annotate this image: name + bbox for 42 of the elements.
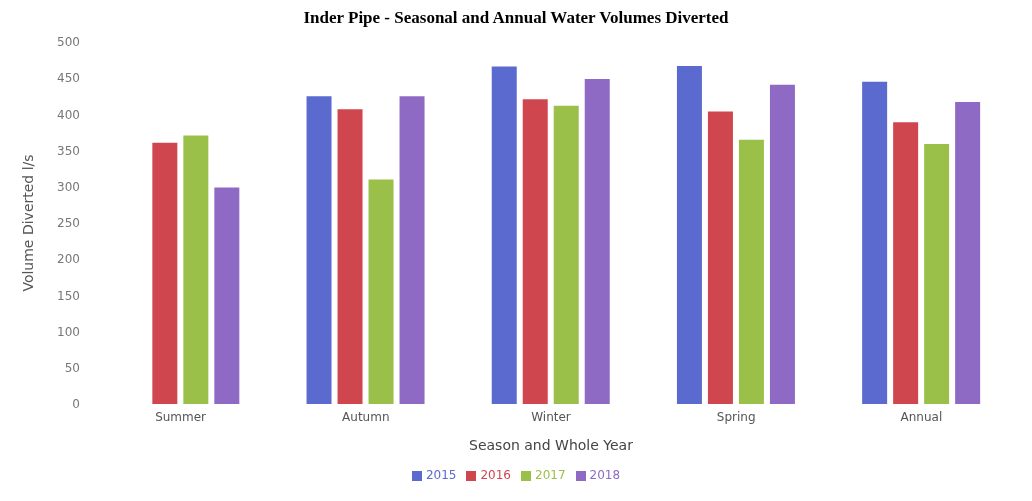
x-tick-label: Winter [531,409,571,424]
bar [676,65,702,404]
bar [924,144,950,404]
legend-label: 2016 [480,468,511,482]
bar [306,96,332,404]
bar [368,179,394,404]
bar [862,81,888,404]
bar [955,102,981,404]
y-tick-label: 100 [57,324,80,339]
y-tick-label: 150 [57,288,80,303]
x-tick-label: Autumn [342,409,390,424]
y-tick-label: 200 [57,252,80,267]
bar [584,78,610,404]
x-axis-title: Season and Whole Year [469,437,634,453]
legend-label: 2017 [535,468,566,482]
legend-label: 2015 [425,468,457,482]
y-tick-label: 450 [57,71,80,86]
bar [152,142,178,404]
y-tick-label: 250 [57,216,80,231]
y-tick-label: 0 [72,397,80,412]
bar [491,66,517,404]
y-tick-label: 50 [64,361,80,376]
y-axis-title: Volume Diverted l/s [19,154,36,292]
bar [214,187,240,404]
y-tick-label: 300 [57,180,80,195]
x-tick-label: Summer [155,409,207,424]
y-tick-label: 400 [57,107,80,122]
y-tick-label: 500 [57,35,80,50]
y-tick-label: 350 [57,143,80,158]
bar [707,111,733,404]
bar [399,96,425,404]
x-tick-label: Annual [900,409,943,424]
bar [738,139,764,404]
chart-title: Inder Pipe - Seasonal and Annual Water Volumes Diverted [302,8,730,28]
bar [337,109,363,404]
bar [553,105,579,404]
bar [769,84,795,404]
x-tick-label: Spring [716,409,756,424]
bar [522,99,548,404]
bar [183,135,209,404]
bar [893,122,919,404]
legend-label: 2018 [589,468,621,482]
